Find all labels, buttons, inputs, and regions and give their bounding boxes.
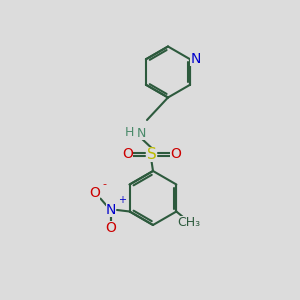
Text: O: O: [106, 221, 116, 235]
Text: H: H: [125, 125, 135, 139]
Text: -: -: [103, 178, 106, 189]
Text: +: +: [118, 195, 126, 206]
Text: N: N: [137, 127, 147, 140]
Text: N: N: [190, 52, 201, 66]
Text: O: O: [89, 186, 100, 200]
Text: CH₃: CH₃: [177, 215, 200, 229]
Text: S: S: [147, 147, 156, 162]
Text: O: O: [122, 148, 133, 161]
Text: O: O: [170, 148, 181, 161]
Text: N: N: [106, 203, 116, 217]
